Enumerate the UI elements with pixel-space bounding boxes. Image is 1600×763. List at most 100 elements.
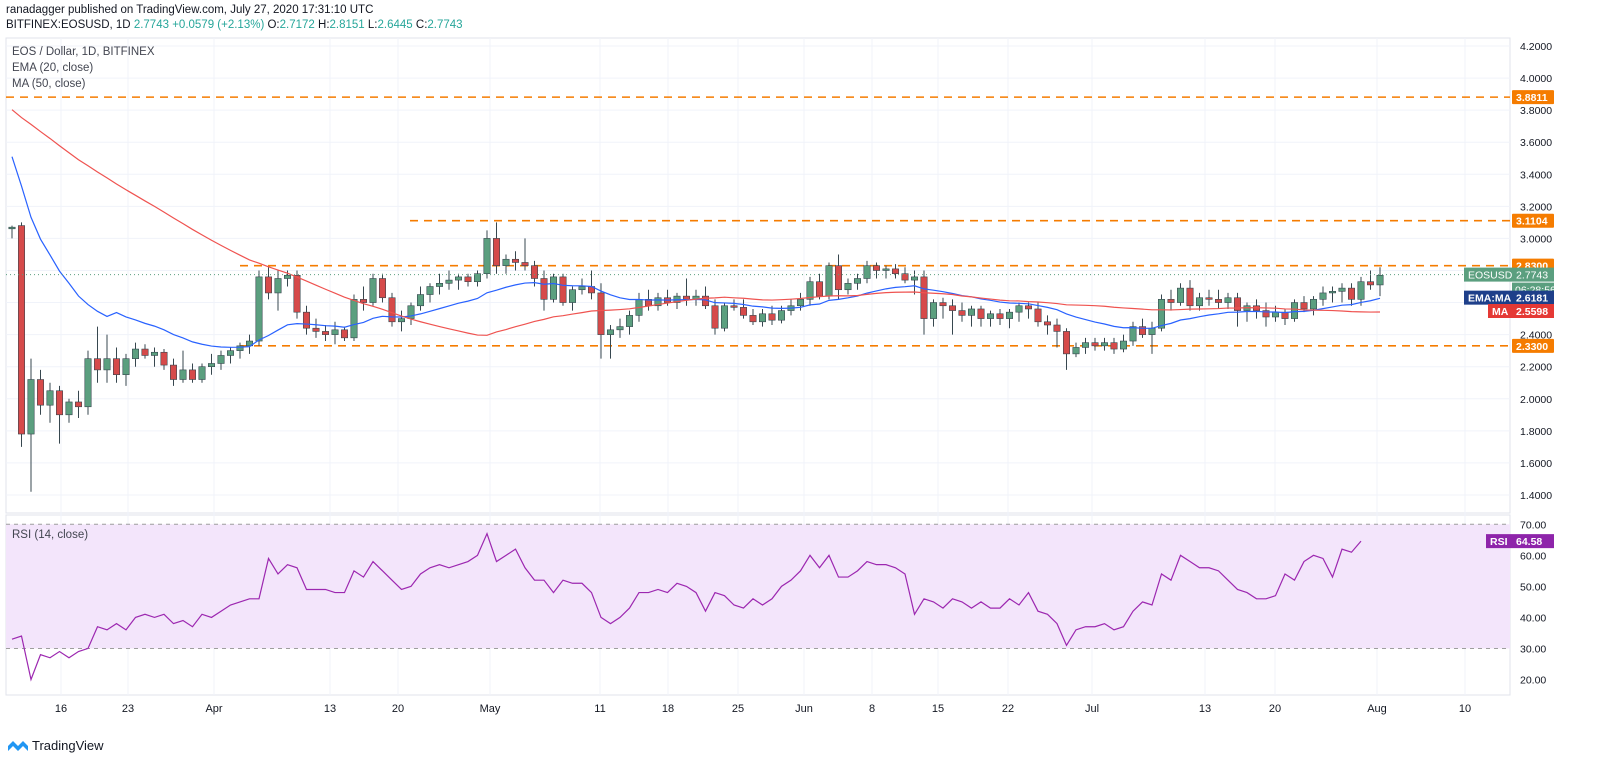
candle-body xyxy=(303,312,309,328)
level-badge-label: 3.8811 xyxy=(1516,92,1548,104)
candle-body xyxy=(550,277,556,299)
y-tick-label: 3.8000 xyxy=(1520,105,1552,117)
x-tick-label: 15 xyxy=(932,703,944,715)
last-price-symbol: EOSUSD xyxy=(1468,270,1513,282)
candle-body xyxy=(1301,303,1307,309)
candle-body xyxy=(1348,288,1354,299)
candle-body xyxy=(1130,327,1136,341)
ema-line xyxy=(12,157,1380,348)
brand-label: TradingView xyxy=(32,738,104,753)
candle-body xyxy=(28,380,34,435)
candle-body xyxy=(132,349,138,359)
candle-body xyxy=(949,306,955,311)
candle-body xyxy=(85,359,91,407)
candle-body xyxy=(778,311,784,321)
ma-legend: MA (50, close) xyxy=(12,78,86,90)
candle-body xyxy=(332,330,338,335)
y-tick-label: 1.8000 xyxy=(1520,426,1552,438)
candle-body xyxy=(1272,312,1278,317)
candle-body xyxy=(531,266,537,279)
candle-body xyxy=(1168,299,1174,302)
level-badge-label: 2.3300 xyxy=(1516,341,1548,353)
tradingview-logo-icon xyxy=(8,740,28,752)
candle-body xyxy=(911,277,917,280)
candle-body xyxy=(503,259,509,265)
candle-body xyxy=(18,226,24,434)
y-tick-label: 1.4000 xyxy=(1520,490,1552,502)
ema-badge-label: EMA:MA xyxy=(1468,293,1512,305)
candle-body xyxy=(370,279,376,303)
candle-body xyxy=(104,359,110,370)
y-tick-label: 3.6000 xyxy=(1520,137,1552,149)
candle-body xyxy=(598,293,604,335)
x-tick-label: 23 xyxy=(122,703,134,715)
candle-body xyxy=(968,309,974,315)
tradingview-brand[interactable]: TradingView xyxy=(8,738,104,753)
candle-body xyxy=(208,363,214,366)
candle-body xyxy=(835,266,841,290)
candle-body xyxy=(1358,282,1364,300)
y-tick-label: 4.0000 xyxy=(1520,73,1552,85)
candle-body xyxy=(512,259,518,262)
x-tick-label: 13 xyxy=(1199,703,1211,715)
x-tick-label: Jun xyxy=(795,703,813,715)
y-tick-label: 3.0000 xyxy=(1520,233,1552,245)
candle-body xyxy=(66,402,72,415)
candle-body xyxy=(883,269,889,271)
chart-canvas[interactable]: 16 23 Apr 13 20 May 11 18 25 Jun 8 15 22 Jul 13 20 Aug 10… xyxy=(0,0,1600,763)
y-tick-label: 1.6000 xyxy=(1520,458,1552,470)
x-tick-label: Aug xyxy=(1367,703,1387,715)
candle-body xyxy=(94,359,100,370)
x-tick-label: 20 xyxy=(1269,703,1281,715)
candle-body xyxy=(455,277,461,280)
candle-body xyxy=(1320,293,1326,299)
ema-badge-value: 2.6181 xyxy=(1516,293,1548,305)
candle-body xyxy=(1035,309,1041,322)
candle-body xyxy=(864,266,870,279)
candle-body xyxy=(379,279,385,298)
candle-body xyxy=(1006,312,1012,318)
candle-body xyxy=(47,391,53,405)
candle-body xyxy=(617,327,623,330)
candle-body xyxy=(227,351,233,356)
candle-body xyxy=(959,311,965,316)
x-tick-label: 16 xyxy=(55,703,67,715)
y-tick-label: 4.2000 xyxy=(1520,41,1552,53)
candle-body xyxy=(313,328,319,331)
candle-body xyxy=(978,309,984,319)
x-tick-label: 20 xyxy=(392,703,404,715)
candle-body xyxy=(522,262,528,265)
candle-body xyxy=(683,296,689,299)
candle-body xyxy=(256,277,262,341)
rsi-badge-label: RSI xyxy=(1490,536,1508,548)
ma-badge-value: 2.5598 xyxy=(1516,306,1548,318)
candle-body xyxy=(151,352,157,355)
candle-body xyxy=(161,352,167,365)
candle-body xyxy=(113,359,119,375)
candle-body xyxy=(579,287,585,290)
candle-body xyxy=(1120,341,1126,349)
candle-body xyxy=(1377,275,1383,285)
candle-body xyxy=(769,314,775,320)
candle-body xyxy=(75,402,81,407)
candle-body xyxy=(826,266,832,296)
candle-body xyxy=(436,283,442,286)
candle-body xyxy=(797,299,803,305)
y-tick-label: 3.2000 xyxy=(1520,201,1552,213)
rsi-tick-label: 20.00 xyxy=(1520,674,1546,686)
candle-body xyxy=(1225,298,1231,303)
candle-body xyxy=(1149,328,1155,334)
x-tick-label: 18 xyxy=(662,703,674,715)
candle-body xyxy=(1215,299,1221,302)
x-tick-label: May xyxy=(480,703,501,715)
candle-body xyxy=(189,370,195,380)
y-tick-label: 2.0000 xyxy=(1520,394,1552,406)
candle-body xyxy=(199,367,205,380)
candle-body xyxy=(740,307,746,315)
candle-body xyxy=(759,314,765,322)
candle-body xyxy=(484,238,490,273)
candle-body xyxy=(351,299,357,337)
x-tick-label: 8 xyxy=(869,703,875,715)
candle-body xyxy=(284,275,290,278)
level-badge-label: 3.1104 xyxy=(1516,216,1548,228)
